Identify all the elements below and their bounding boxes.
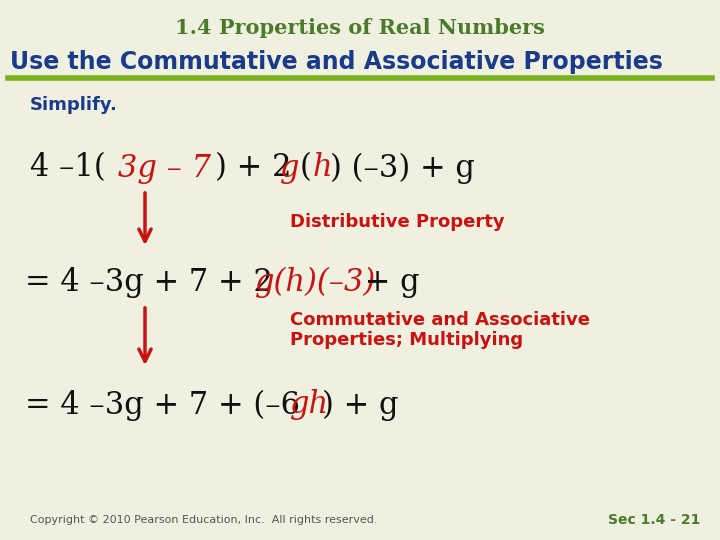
Text: g: g [280,152,300,184]
Text: Distributive Property: Distributive Property [290,213,505,231]
Text: = 4 –3g + 7 + 2: = 4 –3g + 7 + 2 [25,267,273,298]
Text: Use the Commutative and Associative Properties: Use the Commutative and Associative Prop… [10,50,663,74]
Text: + g: + g [355,267,420,298]
Text: g(h)(–3): g(h)(–3) [255,266,377,298]
Text: = 4 –3g + 7 + (–6: = 4 –3g + 7 + (–6 [25,389,300,421]
Text: 4 –1(: 4 –1( [30,152,106,184]
Text: 1.4 Properties of Real Numbers: 1.4 Properties of Real Numbers [175,18,545,38]
Text: Copyright © 2010 Pearson Education, Inc.  All rights reserved.: Copyright © 2010 Pearson Education, Inc.… [30,515,377,525]
Text: ) (–3) + g: ) (–3) + g [330,152,475,184]
Text: Commutative and Associative
Properties; Multiplying: Commutative and Associative Properties; … [290,310,590,349]
Text: Simplify.: Simplify. [30,96,118,114]
Text: ) + 2: ) + 2 [215,152,292,184]
Text: 3g – 7: 3g – 7 [118,152,211,184]
Text: gh: gh [290,389,329,421]
Text: (: ( [300,152,312,184]
Text: h: h [313,152,333,184]
Text: Sec 1.4 - 21: Sec 1.4 - 21 [608,513,700,527]
Text: ) + g: ) + g [322,389,398,421]
